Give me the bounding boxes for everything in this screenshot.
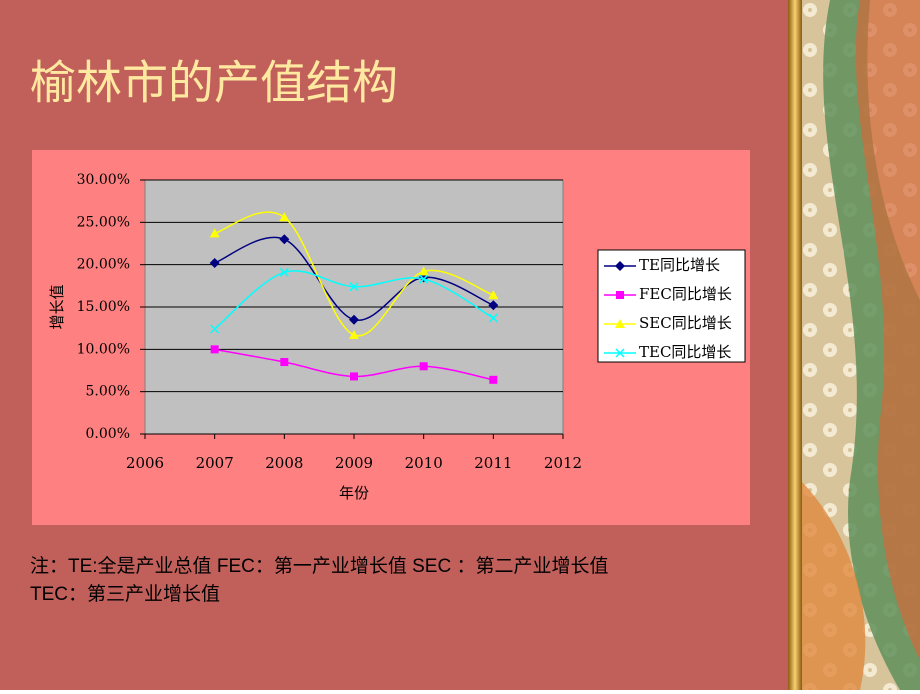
legend-label: SEC同比增长 [639,314,732,332]
line [214,211,494,337]
legend-marker [615,348,625,358]
y-tick-label: 15.00% [77,299,130,315]
note: TEC：第三产业增长值 [30,583,220,605]
x-axis-title: 年份 [339,484,369,502]
x-tick-label: 2007 [196,454,234,472]
marker [419,362,428,371]
title: 榆林市的产值结构 [30,56,398,110]
marker [210,324,220,334]
decoration [855,0,920,660]
x-tick-label: 2006 [126,454,164,472]
legend-marker [615,319,625,328]
legend-marker [615,261,625,271]
marker [280,358,289,367]
x-tick-label: 2009 [335,454,373,472]
y-tick-label: 0.00% [86,426,130,442]
marker [418,266,429,276]
marker [279,212,290,222]
marker [488,290,499,300]
y-tick-label: 25.00% [77,214,130,230]
y-tick-label: 10.00% [77,341,130,357]
marker [279,234,290,245]
marker [488,313,498,323]
marker [419,274,429,284]
legend-marker [616,291,624,299]
marker [349,329,359,339]
y-tick-label: 20.00% [77,257,130,273]
y-tick-label: 5.00% [86,384,130,400]
x-tick-label: 2008 [265,454,303,472]
x-tick-label: 2012 [544,454,582,472]
x-tick-label: 2011 [474,454,512,472]
y-axis-title: 增长值 [48,284,66,329]
note: 注：TE:全是产业总值 FEC：第一产业增长值 SEC ：第二产业增长值 [30,555,608,577]
marker [350,372,358,381]
decoration-border [788,0,802,690]
marker [349,282,359,292]
legend [597,249,746,363]
marker [210,345,219,354]
marker [489,375,498,384]
marker [488,300,499,311]
legend-label: TE同比增长 [639,256,720,274]
decoration [800,480,866,690]
legend-label: FEC同比增长 [639,285,732,303]
x-tick-label: 2010 [405,454,443,472]
marker [209,228,220,238]
marker [279,267,289,277]
y-tick-label: 30.00% [77,172,130,188]
marker [349,314,359,325]
legend-label: TEC同比增长 [639,343,731,361]
marker [209,257,220,268]
